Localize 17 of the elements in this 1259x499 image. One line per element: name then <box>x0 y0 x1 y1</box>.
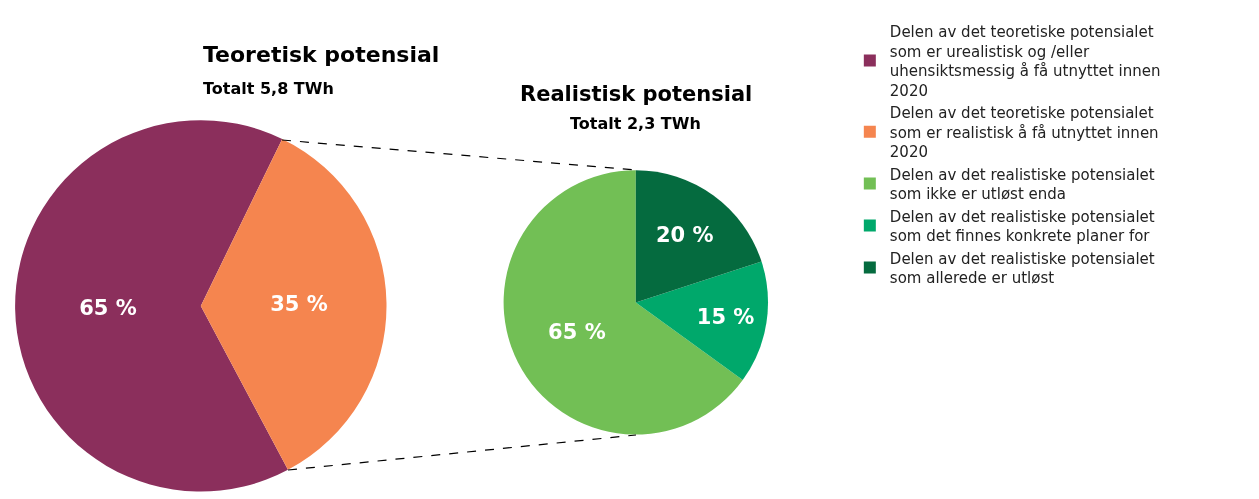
text: Teoretisk potensial <box>203 42 440 67</box>
data-label: 20 % <box>655 223 714 248</box>
text: Totalt 5,8 TWh <box>203 79 334 98</box>
legend-label: Delen av det realistiske potensialet som ikke er utløst enda <box>889 165 1155 204</box>
chart-subtitle: Totalt 2,3 TWh <box>570 114 701 133</box>
legend-label: Delen av det teoretiske potensialet som er urealistisk og /eller uhensiktsmessig å få utnyttet innen 2020 <box>889 23 1161 100</box>
legend-label: Delen av det teoretiske potensialet som er realistisk å få utnyttet innen 2020 <box>889 104 1159 162</box>
legend-label: Delen av det realistiske potensialet som allerede er utløst <box>889 249 1155 288</box>
legend-label: Delen av det realistiske potensialet som det finnes konkrete planer for <box>889 207 1155 246</box>
pie-slice <box>200 138 387 470</box>
chart-title: Realistisk potensial <box>520 82 753 106</box>
pie-slice <box>635 170 762 303</box>
data-label: 35 % <box>270 292 328 317</box>
data-label: 65 % <box>79 295 137 320</box>
data-label: 65 % <box>548 320 606 345</box>
pie-slice <box>635 261 768 381</box>
data-label: 15 % <box>696 304 755 329</box>
